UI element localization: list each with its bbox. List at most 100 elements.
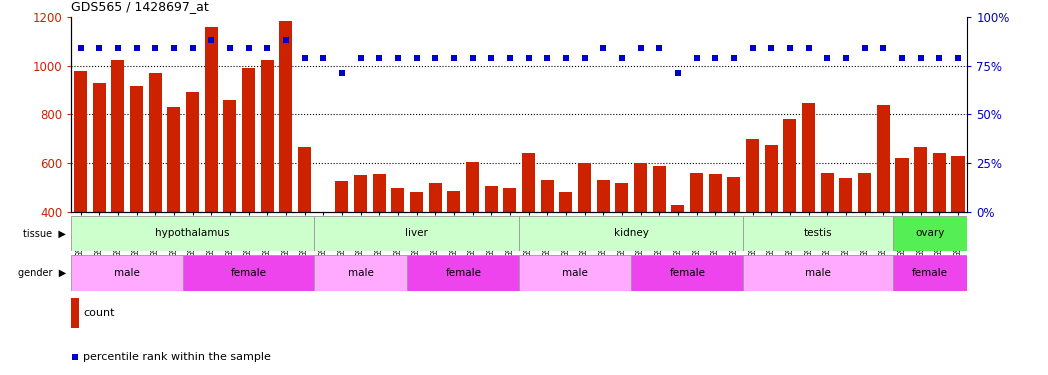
Bar bbox=[149, 73, 161, 309]
Point bbox=[875, 45, 892, 51]
Bar bbox=[354, 176, 367, 309]
Bar bbox=[765, 145, 778, 309]
Point bbox=[371, 55, 388, 61]
Bar bbox=[298, 147, 311, 309]
Bar bbox=[727, 177, 741, 309]
Bar bbox=[410, 192, 423, 309]
Point bbox=[409, 55, 425, 61]
Bar bbox=[596, 180, 610, 309]
Bar bbox=[280, 21, 292, 309]
Point bbox=[240, 45, 257, 51]
Point bbox=[595, 45, 612, 51]
Bar bbox=[408, 255, 520, 291]
Text: ovary: ovary bbox=[915, 228, 944, 238]
Bar bbox=[204, 27, 218, 309]
Point bbox=[856, 45, 873, 51]
Bar bbox=[314, 216, 520, 251]
Bar bbox=[335, 182, 349, 309]
Bar bbox=[316, 212, 330, 309]
Point bbox=[297, 55, 313, 61]
Text: female: female bbox=[445, 268, 481, 278]
Bar bbox=[895, 158, 909, 309]
Point bbox=[744, 45, 761, 51]
Text: male: male bbox=[114, 268, 140, 278]
Bar bbox=[520, 255, 631, 291]
Bar bbox=[373, 174, 386, 309]
Point bbox=[613, 55, 630, 61]
Point bbox=[72, 45, 89, 51]
Text: hypothalamus: hypothalamus bbox=[155, 228, 230, 238]
Bar bbox=[187, 93, 199, 309]
Point bbox=[166, 45, 182, 51]
Bar bbox=[560, 192, 572, 309]
Bar bbox=[672, 205, 684, 309]
Point bbox=[782, 45, 799, 51]
Bar bbox=[802, 104, 815, 309]
Bar bbox=[74, 70, 87, 309]
Bar bbox=[130, 86, 144, 309]
Bar bbox=[466, 162, 479, 309]
Point bbox=[91, 45, 108, 51]
Bar bbox=[520, 216, 743, 251]
Point bbox=[670, 70, 686, 76]
Bar bbox=[242, 68, 255, 309]
Point bbox=[651, 45, 668, 51]
Point bbox=[707, 55, 724, 61]
Bar bbox=[933, 153, 946, 309]
Bar bbox=[541, 180, 553, 309]
Point bbox=[333, 70, 350, 76]
Point bbox=[184, 45, 201, 51]
Bar bbox=[690, 173, 703, 309]
Point bbox=[576, 55, 593, 61]
Point bbox=[483, 55, 500, 61]
Point bbox=[203, 37, 220, 43]
Bar bbox=[821, 173, 834, 309]
Point bbox=[689, 55, 705, 61]
Point bbox=[931, 55, 947, 61]
Bar bbox=[391, 188, 405, 309]
Text: male: male bbox=[348, 268, 373, 278]
Point bbox=[818, 55, 835, 61]
Point bbox=[390, 55, 407, 61]
Bar bbox=[447, 191, 460, 309]
Bar bbox=[615, 183, 629, 309]
Point bbox=[314, 55, 331, 61]
Point bbox=[539, 55, 555, 61]
Point bbox=[110, 45, 127, 51]
Bar bbox=[223, 100, 237, 309]
Bar bbox=[111, 60, 125, 309]
Bar bbox=[893, 216, 967, 251]
Bar bbox=[634, 163, 648, 309]
Bar bbox=[746, 139, 759, 309]
Bar bbox=[71, 255, 183, 291]
Text: GDS565 / 1428697_at: GDS565 / 1428697_at bbox=[71, 0, 209, 13]
Bar bbox=[261, 60, 274, 309]
Bar bbox=[877, 105, 890, 309]
Point bbox=[801, 45, 817, 51]
Text: female: female bbox=[231, 268, 266, 278]
Text: testis: testis bbox=[804, 228, 832, 238]
Point bbox=[352, 55, 369, 61]
Bar bbox=[183, 255, 314, 291]
Text: female: female bbox=[670, 268, 705, 278]
Bar bbox=[743, 216, 893, 251]
Bar bbox=[708, 174, 722, 309]
Text: count: count bbox=[83, 308, 114, 318]
Point bbox=[837, 55, 854, 61]
Point bbox=[278, 37, 294, 43]
Bar bbox=[653, 166, 665, 309]
Point bbox=[632, 45, 649, 51]
Text: female: female bbox=[912, 268, 948, 278]
Bar bbox=[578, 163, 591, 309]
Point bbox=[147, 45, 163, 51]
Text: gender  ▶: gender ▶ bbox=[18, 268, 66, 278]
Point bbox=[912, 55, 929, 61]
Bar bbox=[485, 186, 498, 309]
Text: male: male bbox=[563, 268, 588, 278]
Point bbox=[128, 45, 145, 51]
Point bbox=[558, 55, 574, 61]
Bar bbox=[522, 153, 536, 309]
Bar bbox=[168, 107, 180, 309]
Point bbox=[427, 55, 443, 61]
Point bbox=[67, 354, 84, 360]
